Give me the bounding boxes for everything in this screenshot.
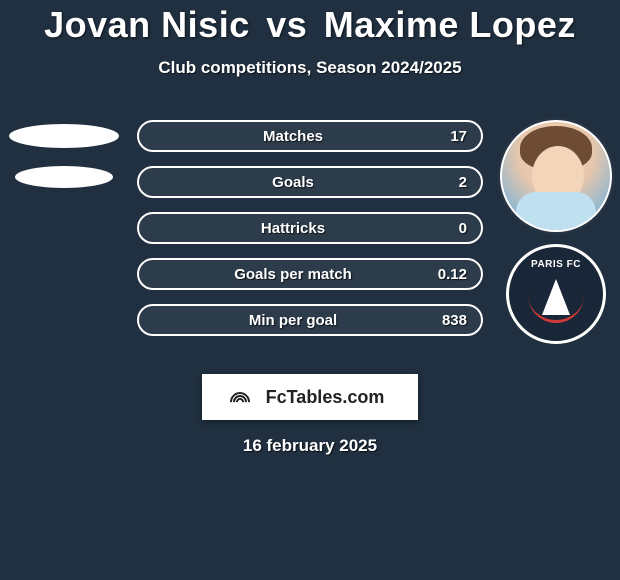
left-player-column — [7, 120, 121, 188]
club-arc-accent — [528, 295, 584, 323]
page-title: Jovan Nisic vs Maxime Lopez — [0, 4, 620, 46]
stats-bars: Matches 17 Goals 2 Hattricks 0 Goals per… — [137, 120, 483, 336]
footer: FcTables.com 16 february 2025 — [0, 374, 620, 456]
signal-icon — [236, 388, 258, 406]
stat-value-right: 838 — [433, 312, 467, 329]
stat-value-right: 0 — [433, 220, 467, 237]
stat-label: Goals per match — [153, 266, 433, 283]
footer-date: 16 february 2025 — [243, 436, 377, 456]
avatar-body-shape — [516, 192, 596, 232]
stat-row: Matches 17 — [137, 120, 483, 152]
stat-value-right: 2 — [433, 174, 467, 191]
subtitle: Club competitions, Season 2024/2025 — [0, 58, 620, 78]
left-avatar-placeholder — [9, 124, 119, 148]
stat-row: Min per goal 838 — [137, 304, 483, 336]
right-player-column: PARIS FC — [499, 120, 613, 344]
stat-row: Hattricks 0 — [137, 212, 483, 244]
stat-label: Min per goal — [153, 312, 433, 329]
comparison-row: Matches 17 Goals 2 Hattricks 0 Goals per… — [0, 120, 620, 344]
player-right-name: Maxime Lopez — [324, 4, 576, 46]
player-left-name: Jovan Nisic — [44, 4, 250, 46]
stat-value-right: 17 — [433, 128, 467, 145]
club-badge-text: PARIS FC — [509, 259, 603, 270]
stat-row: Goals 2 — [137, 166, 483, 198]
stat-value-right: 0.12 — [433, 266, 467, 283]
stat-row: Goals per match 0.12 — [137, 258, 483, 290]
source-logo: FcTables.com — [202, 374, 418, 420]
vs-separator: vs — [266, 4, 307, 46]
right-player-avatar — [500, 120, 612, 232]
stat-label: Goals — [153, 174, 433, 191]
right-club-badge: PARIS FC — [506, 244, 606, 344]
stat-label: Hattricks — [153, 220, 433, 237]
left-club-placeholder — [15, 166, 113, 188]
stat-label: Matches — [153, 128, 433, 145]
source-logo-text: FcTables.com — [266, 387, 385, 408]
